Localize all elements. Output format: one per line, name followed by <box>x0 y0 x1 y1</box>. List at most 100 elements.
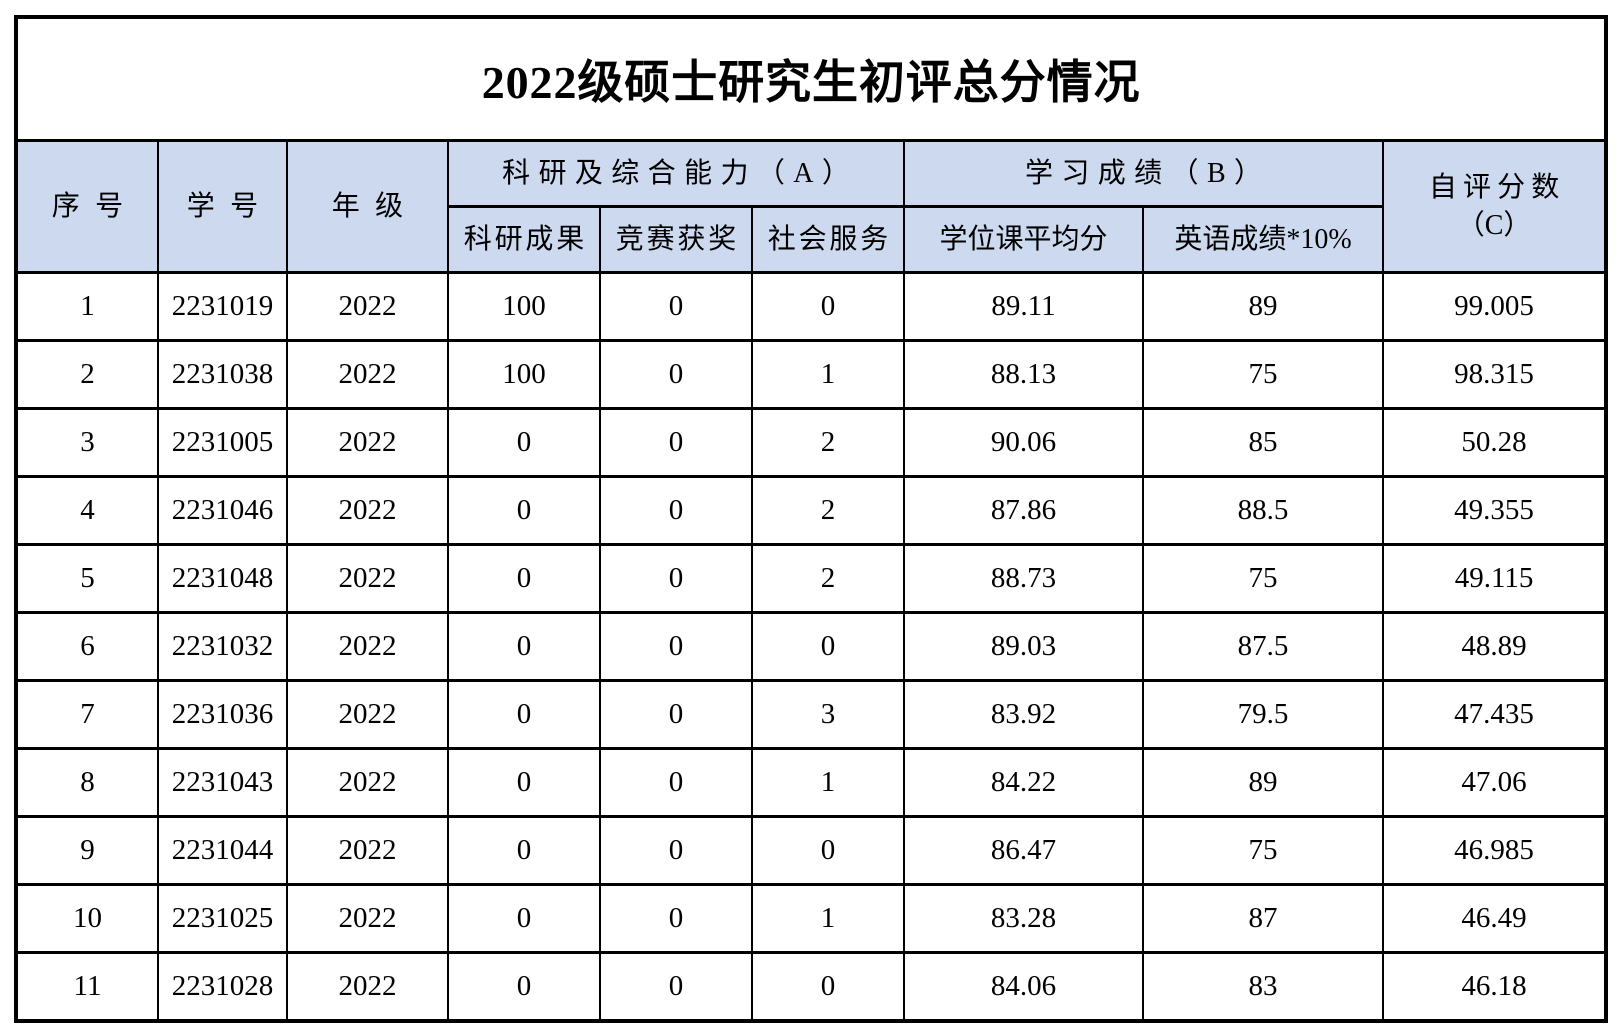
table-cell: 90.06 <box>903 407 1144 478</box>
header-row-subcolumns: 科研成果 竞赛获奖 社会服务 学位课平均分 英语成绩*10% <box>16 205 1606 274</box>
col-header-self-score-line2: （C） <box>1456 209 1532 241</box>
table-cell: 99.005 <box>1381 271 1608 342</box>
table-cell: 0 <box>599 475 753 546</box>
table-cell: 0 <box>599 543 753 614</box>
table-cell: 2231028 <box>157 951 288 1022</box>
table-cell: 75 <box>1142 339 1384 410</box>
col-group-academic-score-b: 学习成绩（B） <box>903 139 1384 208</box>
table-cell: 2231019 <box>157 271 288 342</box>
col-header-social-service-label: 社会服务 <box>767 223 891 255</box>
table-cell: 6 <box>15 611 159 682</box>
table-cell: 84.22 <box>903 747 1144 818</box>
table-cell: 84.06 <box>903 951 1144 1022</box>
table-cell: 2022 <box>286 339 449 410</box>
table-cell: 2 <box>751 475 905 546</box>
table-cell: 87 <box>1142 883 1384 954</box>
col-header-self-score-line1: 自评分数 <box>1428 171 1566 203</box>
table-cell: 1 <box>15 271 159 342</box>
table-cell: 46.18 <box>1381 951 1608 1022</box>
table-cell: 2022 <box>286 747 449 818</box>
table-cell: 46.985 <box>1381 815 1608 886</box>
table-row: 2 2231038 2022 100 0 1 88.13 75 98.315 <box>15 339 1608 410</box>
col-group-research-ability-a-label: 科研及综合能力（A） <box>502 157 859 189</box>
table-cell: 79.5 <box>1142 679 1384 750</box>
table-body: 1 2231019 2022 100 0 0 89.11 89 99.005 2 2231038 20… <box>15 271 1608 1022</box>
table-cell: 2231046 <box>157 475 288 546</box>
table-cell: 47.435 <box>1381 679 1608 750</box>
table-cell: 4 <box>15 475 159 546</box>
table-cell: 2022 <box>286 407 449 478</box>
table-cell: 89 <box>1142 271 1384 342</box>
table-row: 10 2231025 2022 0 0 1 83.28 87 46.49 <box>15 883 1608 954</box>
table-cell: 87.86 <box>903 475 1144 546</box>
col-header-grade: 年级 <box>286 139 449 274</box>
table-cell: 83 <box>1142 951 1384 1022</box>
table-cell: 2022 <box>286 951 449 1022</box>
table-row: 9 2231044 2022 0 0 0 86.47 75 46.985 <box>15 815 1608 886</box>
table-cell: 11 <box>15 951 159 1022</box>
table-cell: 2022 <box>286 543 449 614</box>
table-cell: 0 <box>599 747 753 818</box>
table-cell: 2022 <box>286 271 449 342</box>
table-cell: 47.06 <box>1381 747 1608 818</box>
table-cell: 49.355 <box>1381 475 1608 546</box>
table-cell: 7 <box>15 679 159 750</box>
col-header-student-id: 学号 <box>157 139 288 274</box>
table-cell: 0 <box>599 407 753 478</box>
table-cell: 46.49 <box>1381 883 1608 954</box>
table-cell: 1 <box>751 883 905 954</box>
table-cell: 0 <box>599 883 753 954</box>
table-row: 4 2231046 2022 0 0 2 87.86 88.5 49.355 <box>15 475 1608 546</box>
header-row-groups: 序号 学号 年级 科研及综合能力（A） 学习成绩（B） 自评分数 （C） <box>15 139 1608 274</box>
table-title: 2022级硕士研究生初评总分情况 <box>13 15 1609 142</box>
table-row: 5 2231048 2022 0 0 2 88.73 75 49.115 <box>15 543 1608 614</box>
table-row: 8 2231043 2022 0 0 1 84.22 89 47.06 <box>15 747 1608 818</box>
table-cell: 88.73 <box>903 543 1144 614</box>
table-cell: 2022 <box>286 815 449 886</box>
table-cell: 88.5 <box>1142 475 1384 546</box>
table-cell: 100 <box>447 271 601 342</box>
table-cell: 0 <box>599 679 753 750</box>
col-header-degree-course-average: 学位课平均分 <box>903 205 1144 274</box>
table-cell: 49.115 <box>1381 543 1608 614</box>
table-cell: 2 <box>15 339 159 410</box>
table-cell: 2 <box>751 543 905 614</box>
table-cell: 86.47 <box>903 815 1144 886</box>
table-cell: 88.13 <box>903 339 1144 410</box>
table-cell: 0 <box>751 271 905 342</box>
table-cell: 8 <box>15 747 159 818</box>
table-cell: 2231038 <box>157 339 288 410</box>
table-cell: 1 <box>751 339 905 410</box>
col-header-competition-awards-label: 竞赛获奖 <box>615 223 739 255</box>
table-cell: 89.11 <box>903 271 1144 342</box>
table-cell: 0 <box>751 611 905 682</box>
table-cell: 10 <box>15 883 159 954</box>
col-header-english-score: 英语成绩*10% <box>1142 205 1384 274</box>
col-header-degree-course-average-label: 学位课平均分 <box>939 223 1108 255</box>
table-cell: 2022 <box>286 475 449 546</box>
table-cell: 0 <box>447 747 601 818</box>
table-cell: 3 <box>15 407 159 478</box>
table-cell: 0 <box>447 883 601 954</box>
table-cell: 0 <box>447 815 601 886</box>
col-header-social-service: 社会服务 <box>751 205 905 274</box>
table-cell: 0 <box>599 951 753 1022</box>
table-row: 3 2231005 2022 0 0 2 90.06 85 50.28 <box>15 407 1608 478</box>
table-cell: 85 <box>1142 407 1384 478</box>
table-cell: 0 <box>447 543 601 614</box>
col-group-research-ability-a: 科研及综合能力（A） <box>447 139 905 208</box>
table-row: 11 2231028 2022 0 0 0 84.06 83 46.18 <box>15 951 1608 1022</box>
table-cell: 98.315 <box>1381 339 1608 410</box>
table-cell: 2231005 <box>157 407 288 478</box>
col-header-english-score-label: 英语成绩*10% <box>1174 223 1352 255</box>
table-cell: 50.28 <box>1381 407 1608 478</box>
table-cell: 9 <box>15 815 159 886</box>
table-cell: 83.28 <box>903 883 1144 954</box>
table-cell: 1 <box>751 747 905 818</box>
table-cell: 0 <box>447 951 601 1022</box>
table-cell: 89.03 <box>903 611 1144 682</box>
table-cell: 2231048 <box>157 543 288 614</box>
table-cell: 0 <box>599 815 753 886</box>
col-header-student-id-label: 学号 <box>186 190 274 222</box>
